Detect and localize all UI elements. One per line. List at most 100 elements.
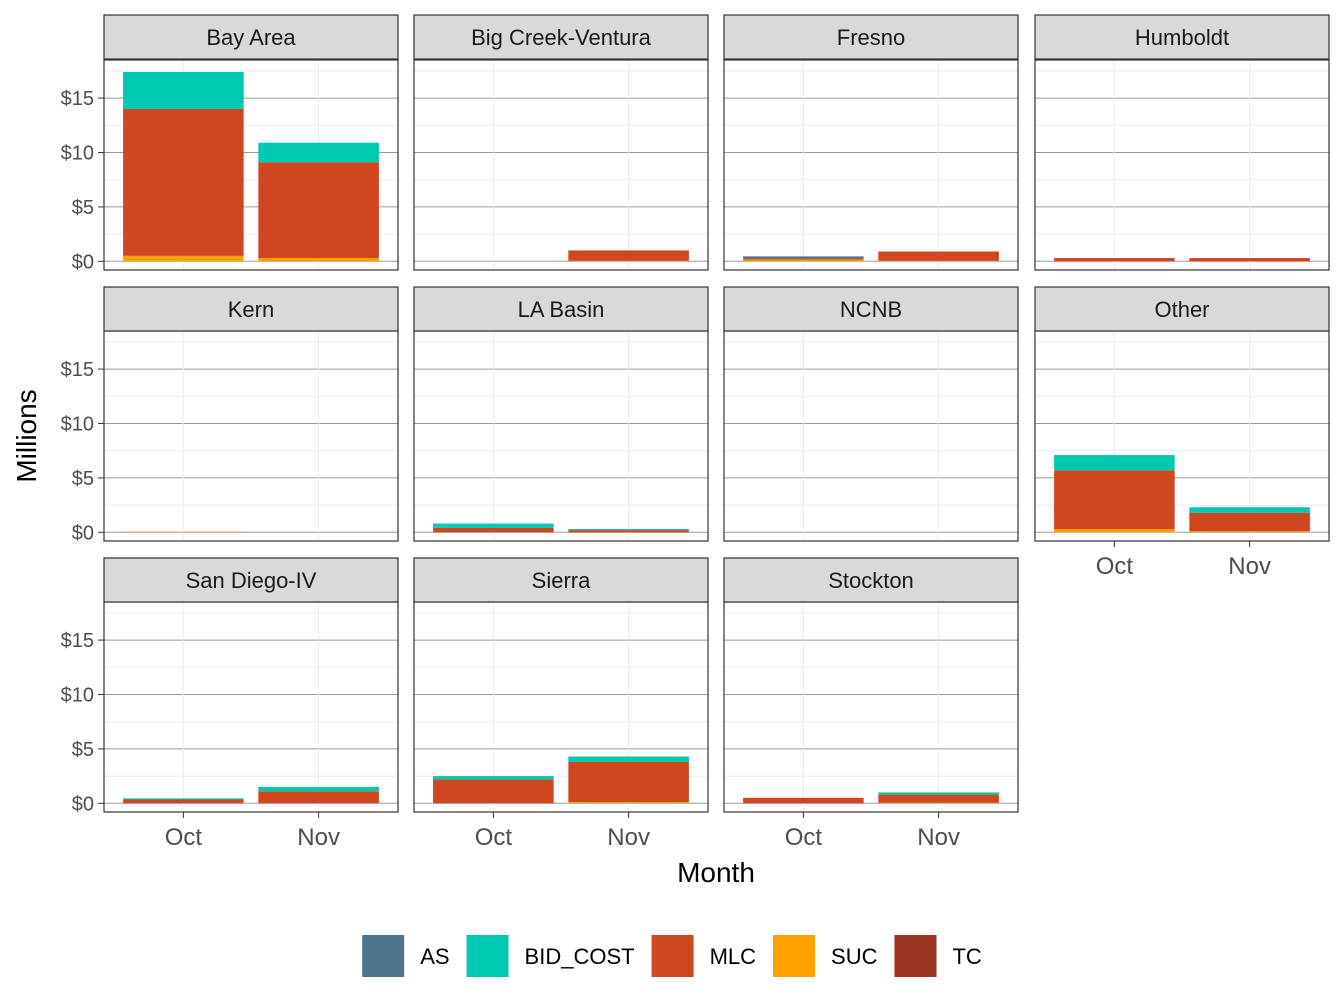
bar-other-nov-mlc [1189,512,1310,532]
bar-humboldt-oct-mlc [1054,258,1175,262]
bar-bay-area-nov-bid_cost [258,142,379,163]
legend-item-suc: SUC [773,935,878,977]
bar-bay-area-oct-bid_cost [123,71,244,109]
facet-ncnb: NCNB [723,286,1019,542]
facet-strip [103,14,399,60]
bar-sierra-nov-bid_cost [568,756,689,762]
facet-big-creek-ventura: Big Creek-Ventura [413,14,709,271]
facet-label: Fresno [837,25,905,50]
facet-label: Other [1154,297,1209,322]
facet-label: Stockton [828,568,914,593]
legend-key [362,935,405,977]
legend-item-bid-cost: BID_COST [466,935,635,977]
y-tick-label: $15 [61,359,94,381]
bar-sierra-oct-bid_cost [433,776,554,780]
panel-border [1034,59,1330,271]
y-tick-label: $5 [72,197,94,219]
panel-background [1035,60,1329,270]
bar-bay-area-nov-mlc [258,162,379,259]
bar-stockton-nov-suc [878,802,999,804]
bar-la-basin-nov-bid_cost [568,529,689,531]
bar-bay-area-oct-suc [123,255,244,262]
facet-panels: Bay Area $0 $5 $10 $15 Big Creek-Ventura Fresn… [61,14,1330,851]
facet-other: Other Oct Nov [1034,286,1330,580]
bar-bay-area-nov-suc [258,258,379,262]
facet-la-basin: LA Basin [413,286,709,542]
facet-strip [1034,14,1330,60]
legend-item-mlc: MLC [651,935,757,977]
facet-label: San Diego-IV [186,568,317,593]
facet-strip [103,286,399,332]
bar-humboldt-nov-mlc [1189,258,1310,262]
x-tick-label: Oct [165,824,203,851]
facet-label: Humboldt [1135,25,1229,50]
facet-label: LA Basin [518,297,605,322]
legend-item-tc: TC [894,935,982,977]
y-tick-label: $15 [61,88,94,110]
y-axis-title: Millions [11,389,42,482]
x-axis-title: Month [677,857,755,888]
y-tick-label: $15 [61,630,94,652]
bar-stockton-nov-mlc [878,794,999,803]
y-tick-label: $0 [72,793,94,815]
facet-kern: Kern $0 $5 $10 $15 [61,286,399,544]
y-tick-label: $10 [61,142,94,164]
facet-label: NCNB [840,297,902,322]
x-tick-label: Nov [607,824,650,851]
legend: AS BID_COST MLC SUC TC [362,935,982,977]
y-tick-label: $0 [72,522,94,544]
legend-label: BID_COST [525,944,635,969]
bar-other-nov-suc [1189,531,1310,533]
bar-san-diego-iv-oct-bid_cost [123,798,244,800]
bar-other-oct-mlc [1054,470,1175,530]
bar-san-diego-iv-oct-mlc [123,799,244,804]
panel-background [414,60,708,270]
y-tick-label: $5 [72,739,94,761]
legend-label: SUC [831,944,878,969]
x-tick-label: Oct [785,824,823,851]
facet-strip [723,286,1019,332]
panel-background [724,60,1018,270]
bar-big-creek-ventura-nov-mlc [568,250,689,261]
x-tick-label: Oct [1096,553,1134,580]
panel-background [104,602,398,812]
facet-strip [723,14,1019,60]
bar-sierra-nov-mlc [568,761,689,803]
facet-strip [1034,286,1330,332]
legend-key [466,935,509,977]
bar-la-basin-nov-mlc [568,530,689,533]
legend-label: MLC [710,944,757,969]
facet-humboldt: Humboldt [1034,14,1330,271]
facet-san-diego-iv: San Diego-IV $0 $5 $10 $15 Oct Nov [61,557,399,851]
legend-label: TC [952,944,981,969]
bar-sierra-nov-suc [568,802,689,804]
bar-other-nov-bid_cost [1189,507,1310,513]
bar-fresno-oct-as [743,256,864,259]
panel-border [723,59,1019,271]
x-tick-label: Nov [917,824,960,851]
facet-label: Bay Area [206,25,296,50]
facet-bay-area: Bay Area $0 $5 $10 $15 [61,14,399,273]
facet-label: Big Creek-Ventura [471,25,652,50]
bar-la-basin-oct-mlc [433,527,554,533]
bar-la-basin-oct-bid_cost [433,523,554,528]
bar-other-oct-bid_cost [1054,455,1175,471]
panel-background [414,331,708,541]
y-tick-label: $10 [61,413,94,435]
facet-strip [413,557,709,603]
facet-label: Sierra [532,568,591,593]
facet-strip [413,286,709,332]
y-tick-label: $10 [61,684,94,706]
bar-stockton-oct-mlc [743,797,864,804]
legend-key [894,935,937,977]
legend-key [773,935,816,977]
panel-background [104,331,398,541]
panel-border [413,59,709,271]
bar-san-diego-iv-nov-bid_cost [258,786,379,792]
facet-strip [413,14,709,60]
bar-kern-oct-suc [123,531,244,533]
bar-fresno-nov-mlc [878,251,999,261]
x-tick-label: Nov [297,824,340,851]
facet-strip [103,557,399,603]
